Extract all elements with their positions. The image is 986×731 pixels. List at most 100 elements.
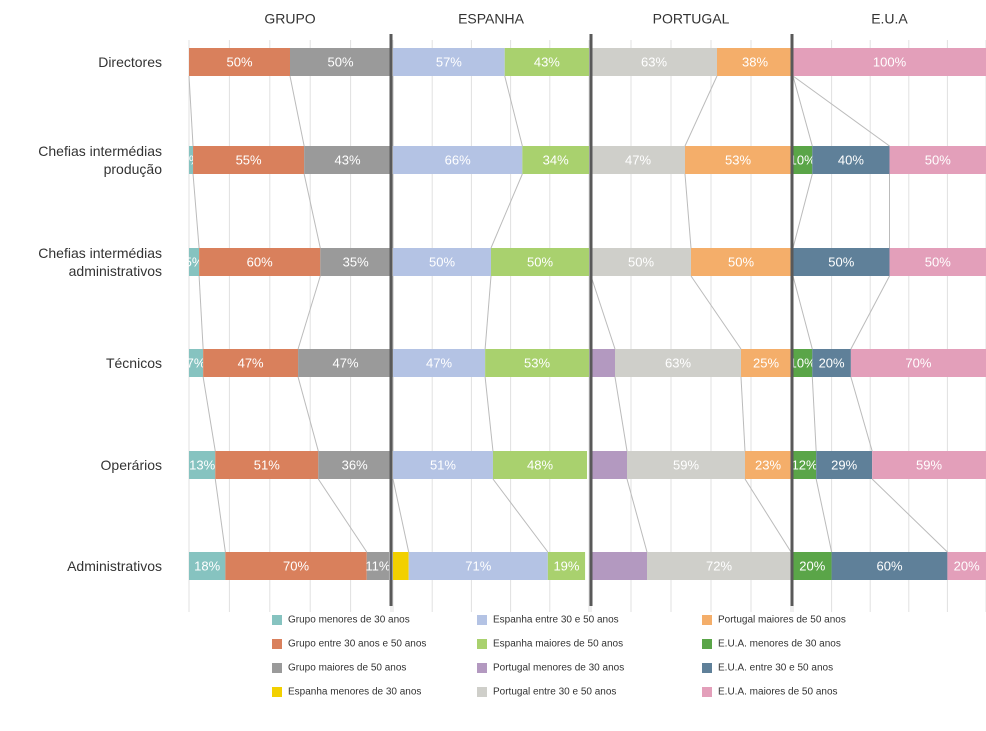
value-label: 100% [873,54,907,69]
legend-label: Espanha entre 30 e 50 anos [493,615,619,626]
value-label: 51% [254,457,280,472]
connector [492,478,549,553]
connector [684,173,692,249]
connector [792,75,890,147]
bar-segment [793,48,986,76]
value-label: 18% [194,558,220,573]
value-label: 25% [753,355,779,370]
connector [504,75,523,147]
connector [740,376,746,452]
legend-swatch [702,663,712,673]
legend-swatch [272,615,282,625]
value-label: 57% [436,54,462,69]
bar-segment [199,248,321,276]
value-label: 40% [838,152,864,167]
value-label: 38% [742,54,768,69]
value-label: 7% [187,355,206,370]
value-label: 71% [465,558,491,573]
legend-label: Espanha maiores de 50 anos [493,639,623,650]
value-label: 48% [527,457,553,472]
connector [590,275,616,350]
category-label: Chefias intermédias produção [38,143,162,177]
category-label: Directores [98,54,162,70]
connector [744,478,792,553]
bar-segment [491,248,589,276]
panel-title: ESPANHA [458,11,525,27]
bar-segment [189,248,200,276]
bar-segment [304,146,391,174]
connector [690,275,742,350]
bar-segment [393,451,493,479]
value-label: 47% [625,152,651,167]
panel-title: GRUPO [264,11,315,27]
bar-segment [741,349,791,377]
bar-segment [591,146,685,174]
bar-segment [393,552,409,580]
connector [484,376,494,452]
value-label: 13% [189,457,215,472]
bar-segment [189,349,204,377]
connector [490,173,523,249]
connector [297,376,319,452]
connector [188,75,194,147]
connector [289,75,305,147]
category-label: Chefias intermédias administrativos [38,245,162,279]
value-label: 53% [725,152,751,167]
legend-label: Portugal menores de 30 anos [493,663,624,674]
bar-segment [203,349,299,377]
bar-segment [793,552,832,580]
bar-segment [522,146,589,174]
value-label: 47% [238,355,264,370]
value-label: 19% [553,558,579,573]
value-label: 53% [524,355,550,370]
value-label: 50% [429,254,455,269]
value-label: 29% [831,457,857,472]
value-label: 11% [365,558,390,573]
value-label: 50% [226,54,252,69]
bar-segment [793,146,813,174]
connector [614,376,628,452]
bar-segment [215,451,319,479]
value-label: 10% [790,355,816,370]
value-label: 50% [925,254,951,269]
value-label: 50% [828,254,854,269]
connector [214,478,226,553]
legend-label: Grupo maiores de 50 anos [288,663,406,674]
value-label: 47% [426,355,452,370]
value-label: 66% [445,152,471,167]
value-label: 63% [641,54,667,69]
connector [792,75,813,147]
value-label: 51% [430,457,456,472]
bar-segment [504,48,589,76]
value-label: 59% [916,457,942,472]
bar-segment [393,48,505,76]
connector [792,275,813,350]
bar-segment [591,248,691,276]
connector [850,275,890,350]
bar-segment [793,451,817,479]
value-label: 50% [728,254,754,269]
legend-swatch [477,639,487,649]
value-label: 70% [283,558,309,573]
value-label: 12% [792,457,818,472]
bar-segment [189,48,290,76]
legend-swatch [272,663,282,673]
value-label: 35% [343,254,369,269]
bar-segment [627,451,745,479]
bar-segment [591,552,647,580]
legend-swatch [477,615,487,625]
bar-segment [318,451,391,479]
legend-swatch [477,663,487,673]
connector [484,275,492,350]
connector [198,275,204,350]
bar-segment [947,552,986,580]
connector [192,173,200,249]
value-label: 70% [905,355,931,370]
bar-segment [812,146,890,174]
bar-segment [393,248,491,276]
legend-label: E.U.A. entre 30 e 50 anos [718,663,833,674]
value-label: 50% [925,152,951,167]
bar-segment [691,248,791,276]
value-label: 63% [665,355,691,370]
